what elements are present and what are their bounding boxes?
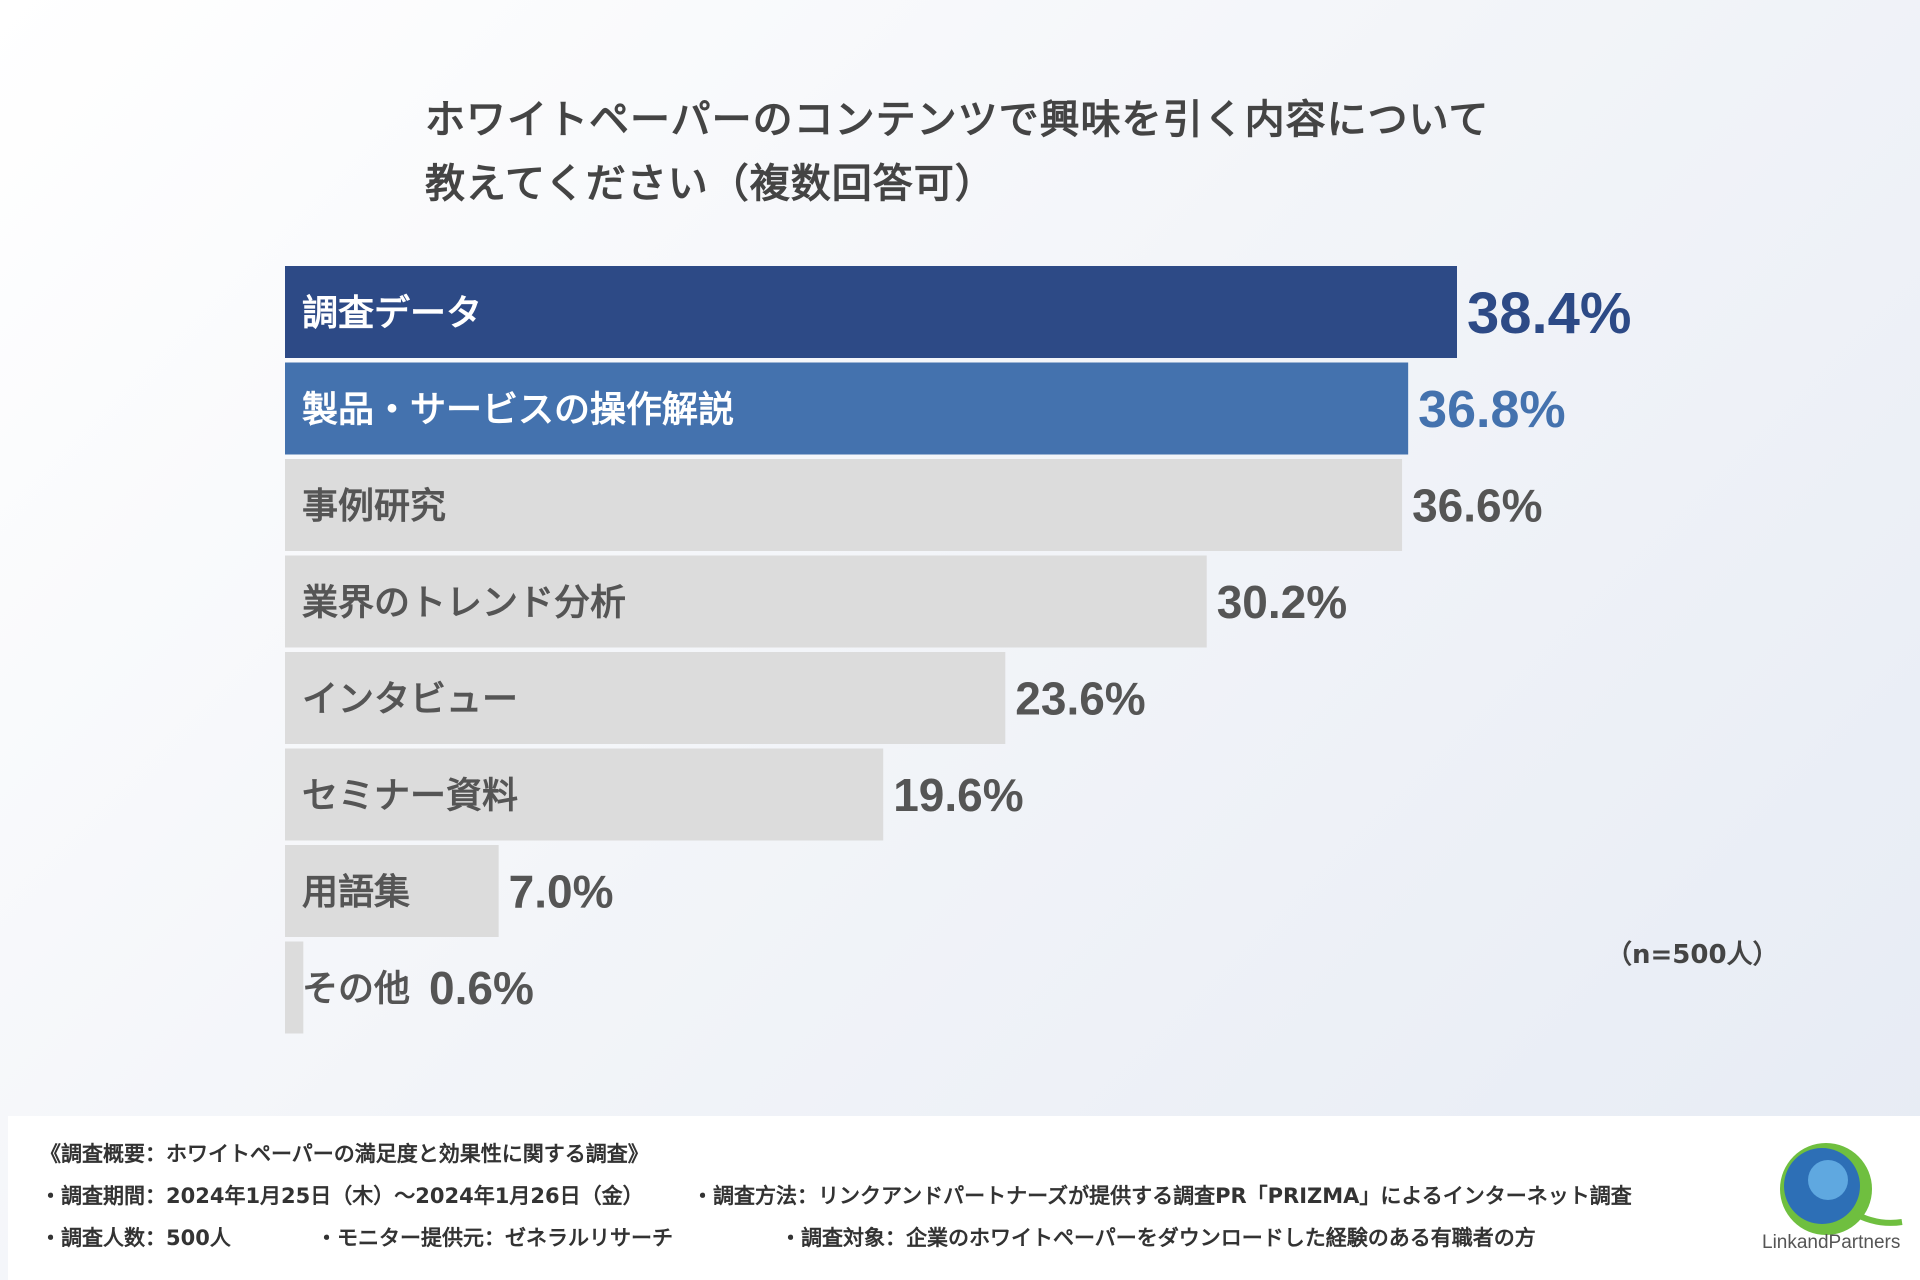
chart-title: ホワイトペーパーのコンテンツで興味を引く内容について 教えてください（複数回答可… — [425, 88, 1489, 216]
value-label-4: 23.6% — [1015, 673, 1145, 725]
value-label-5: 19.6% — [893, 769, 1023, 821]
company-logo — [1780, 1143, 1903, 1235]
sample-size-note: （n=500人） — [1606, 940, 1779, 970]
bar-3 — [285, 555, 1207, 648]
value-label-6: 7.0% — [509, 866, 614, 918]
footer-survey-count: ・調査人数：500人 — [40, 1226, 231, 1250]
logo-text: LinkandPartners — [1762, 1232, 1901, 1253]
category-label-0: 調査データ — [302, 292, 482, 334]
category-label-1: 製品・サービスの操作解説 — [302, 390, 734, 431]
footer-survey-method: ・調査方法：リンクアンドパートナーズが提供する調査PR「PRIZMA」によるイン… — [692, 1184, 1632, 1208]
footer-survey-period: ・調査期間：2024年1月25日（木）〜2024年1月26日（金） — [40, 1184, 644, 1208]
value-label-0: 38.4% — [1467, 281, 1631, 346]
category-label-4: インタビュー — [302, 679, 518, 720]
category-label-5: セミナー資料 — [302, 776, 518, 817]
bar-1 — [285, 362, 1409, 455]
bar-6 — [285, 845, 499, 937]
category-label-6: 用語集 — [302, 872, 410, 913]
bar-7 — [285, 941, 304, 1034]
logo-swoosh — [1850, 1209, 1903, 1226]
value-label-1: 36.8% — [1418, 381, 1565, 439]
value-label-2: 36.6% — [1412, 480, 1542, 532]
category-label-2: 事例研究 — [302, 486, 446, 527]
footer-survey-target: ・調査対象：企業のホワイトペーパーをダウンロードした経験のある有職者の方 — [780, 1226, 1536, 1250]
bar-chart: 調査データ 38.4% 製品・サービスの操作解説 36.8% 事例研究 36.6% 業界のト… — [285, 266, 1631, 1034]
category-label-3: 業界のトレンド分析 — [302, 583, 626, 624]
bar-2 — [285, 459, 1403, 551]
footer-monitor-source: ・モニター提供元：ゼネラルリサーチ — [316, 1226, 673, 1250]
bar-4 — [285, 652, 1006, 744]
title-line-2: 教えてください（複数回答可） — [425, 161, 996, 207]
survey-footer — [8, 1116, 1920, 1280]
bar-0 — [285, 266, 1457, 358]
value-label-3: 30.2% — [1217, 576, 1347, 628]
footer-survey-title: 《調査概要：ホワイトペーパーの満足度と効果性に関する調査》 — [40, 1142, 649, 1166]
category-label-7: その他 — [302, 969, 410, 1010]
logo-highlight — [1808, 1160, 1848, 1200]
value-label-7: 0.6% — [429, 962, 534, 1014]
title-line-1: ホワイトペーパーのコンテンツで興味を引く内容について — [425, 97, 1490, 143]
bar-5 — [285, 748, 884, 841]
